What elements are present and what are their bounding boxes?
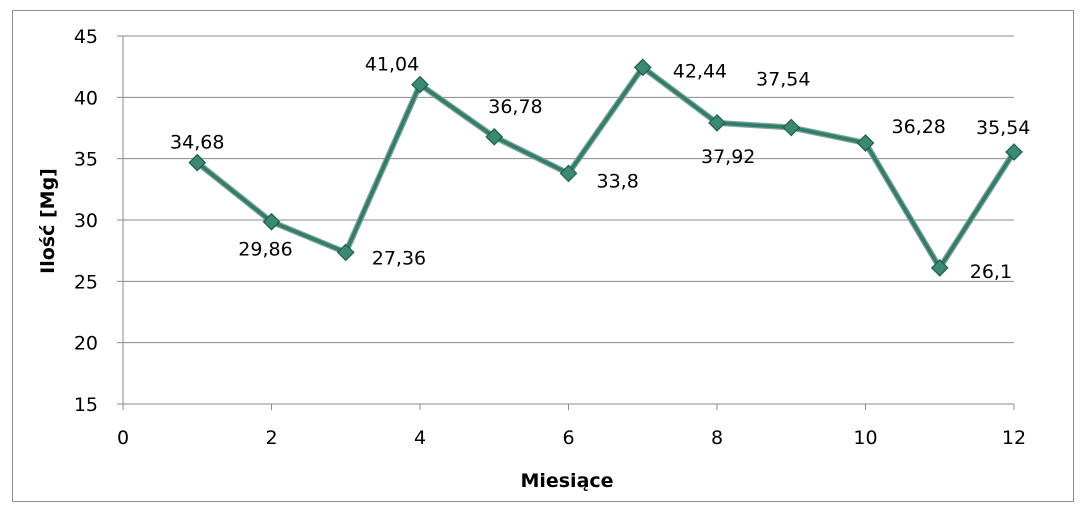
x-tick-label: 10 [853, 427, 877, 449]
data-point-marker [782, 118, 801, 137]
data-label: 37,92 [701, 146, 755, 168]
y-tick-label: 20 [74, 333, 98, 355]
x-tick-label: 4 [414, 427, 426, 449]
data-point-marker [1005, 143, 1023, 161]
grid-lines [123, 35, 1014, 405]
y-tick-label: 40 [74, 87, 98, 109]
x-tick-label: 12 [1002, 427, 1026, 449]
y-tick-label: 45 [74, 26, 98, 48]
data-label: 36,28 [892, 116, 946, 138]
data-label: 42,44 [673, 60, 727, 82]
data-point-marker [930, 258, 949, 277]
data-point-marker [559, 164, 578, 183]
x-axis-title: Miesiące [520, 470, 613, 492]
data-point-marker [188, 153, 207, 172]
data-point-marker [411, 75, 429, 94]
chart-frame [12, 10, 1074, 502]
data-point-marker [708, 113, 726, 132]
data-label: 41,04 [365, 54, 419, 76]
data-point-marker [856, 134, 875, 152]
data-label: 35,54 [976, 117, 1030, 139]
data-point-marker [262, 212, 281, 231]
data-label: 27,36 [372, 247, 426, 269]
data-label: 33,8 [597, 170, 639, 192]
data-point-marker [336, 243, 355, 262]
data-point-marker [633, 58, 652, 77]
y-tick-label: 25 [74, 271, 98, 293]
data-point-marker [485, 127, 504, 146]
series-group [188, 58, 1023, 277]
data-label: 36,78 [488, 96, 542, 118]
data-label: 29,86 [238, 239, 292, 261]
series-line [196, 65, 1016, 270]
x-tick-label: 2 [265, 427, 277, 449]
y-axis-title: Ilość [Mg] [37, 168, 59, 274]
x-tick-label: 6 [562, 427, 574, 449]
y-tick-label: 15 [74, 394, 98, 416]
data-label: 26,1 [970, 261, 1012, 283]
y-tick-label: 35 [74, 149, 98, 171]
axes: 15 20 25 30 35 40 45 0 2 4 6 8 10 12 [74, 26, 1026, 449]
data-label: 37,54 [756, 69, 810, 91]
x-tick-label: 8 [711, 427, 723, 449]
x-tick-label: 0 [117, 427, 129, 449]
data-label: 34,68 [170, 132, 224, 154]
data-labels: 34,68 29,86 27,36 41,04 36,78 33,8 42,44 37,92 3… [170, 54, 1030, 283]
y-tick-label: 30 [74, 210, 98, 232]
